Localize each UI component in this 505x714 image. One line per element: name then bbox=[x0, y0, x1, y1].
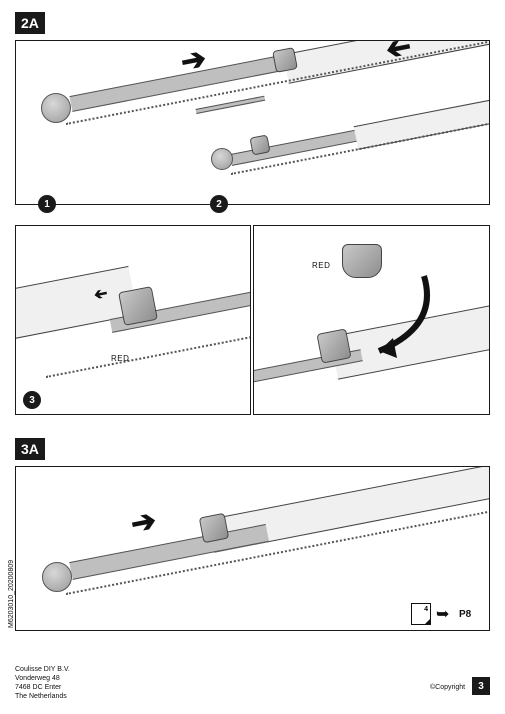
reference-page: P8 bbox=[459, 609, 471, 620]
footer-address: Coulisse DIY B.V. Vonderweg 48 7468 DC E… bbox=[15, 665, 70, 701]
reference-arrow-icon: ➥ bbox=[436, 604, 449, 624]
rod-3a bbox=[69, 524, 269, 580]
endcap-3a bbox=[42, 562, 72, 592]
footer-street: Vonderweg 48 bbox=[15, 674, 70, 683]
panel-2a-detail-left: ➔ RED bbox=[15, 225, 251, 415]
clutch-3a bbox=[199, 513, 229, 543]
bracket-clip-left bbox=[118, 286, 158, 326]
footer-company: Coulisse DIY B.V. bbox=[15, 665, 70, 674]
step-label-2a: 2A bbox=[15, 12, 45, 34]
reference-step-number: 4 bbox=[424, 606, 428, 613]
copyright: ©Copyright bbox=[430, 684, 465, 691]
chain-detail-left bbox=[46, 334, 251, 378]
step-label-3a: 3A bbox=[15, 438, 45, 460]
clutch-lower bbox=[249, 134, 270, 155]
endcap-upper bbox=[41, 93, 71, 123]
footer-postcode: 7468 DC Enter bbox=[15, 683, 70, 692]
badge-3: 3 bbox=[23, 391, 41, 409]
bracket-seat-right bbox=[316, 328, 351, 363]
panel-2a-detail-right: RED bbox=[253, 225, 490, 415]
tube-detail-left bbox=[15, 266, 138, 346]
reference-step-box: 4 bbox=[411, 603, 431, 625]
badge-1: 1 bbox=[38, 195, 56, 213]
callout-red-right: RED bbox=[312, 261, 330, 270]
endcap-lower bbox=[211, 148, 233, 170]
arrow-upper-right: ➔ bbox=[178, 41, 209, 80]
tube-lower bbox=[354, 88, 490, 150]
wand bbox=[196, 96, 266, 114]
arrow-3a: ➔ bbox=[128, 503, 159, 542]
footer-country: The Netherlands bbox=[15, 692, 70, 701]
callout-red-left: RED bbox=[111, 354, 129, 363]
document-code: M6203010_20200809 bbox=[8, 560, 15, 628]
clutch-upper bbox=[272, 47, 298, 73]
curved-arrow-icon bbox=[349, 266, 439, 361]
page-number: 3 bbox=[472, 677, 490, 695]
badge-2: 2 bbox=[210, 195, 228, 213]
panel-2a-main: ➔ ➔ bbox=[15, 40, 490, 205]
